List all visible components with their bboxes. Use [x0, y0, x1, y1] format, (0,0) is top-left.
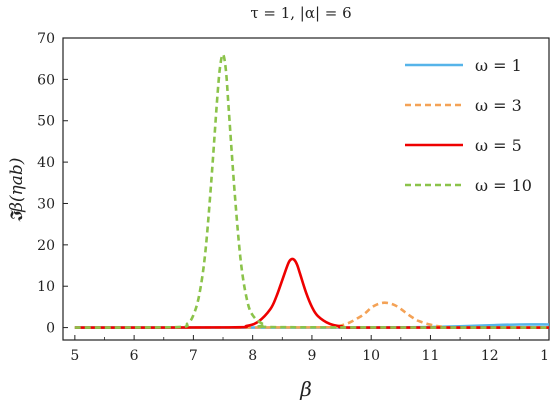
y-tick-label: 10 — [37, 279, 55, 295]
series-line-3 — [74, 257, 549, 329]
x-tick-label: 7 — [189, 348, 198, 364]
x-tick-labels: 5 6 7 8 9 10 11 12 13 — [70, 348, 550, 364]
y-tick-label: 0 — [46, 321, 55, 337]
y-tick-label: 60 — [37, 72, 55, 88]
series-layer — [74, 53, 550, 329]
tick-layer — [63, 37, 550, 340]
plot-frame — [62, 37, 550, 341]
x-tick-label: 13 — [540, 348, 550, 364]
legend-label-3: ω = 5 — [475, 136, 522, 155]
y-axis-label: 𝕴β(ηab) — [7, 158, 27, 223]
chart-title: τ = 1, |α| = 6 — [250, 4, 351, 22]
legend-label-1: ω = 1 — [475, 56, 522, 75]
y-tick-label: 50 — [37, 114, 55, 130]
x-tick-label: 12 — [481, 348, 499, 364]
legend: ω = 1 ω = 3 ω = 5 ω = 10 — [405, 56, 532, 195]
x-axis-label: β — [299, 377, 312, 401]
legend-label-4: ω = 10 — [475, 176, 532, 195]
x-tick-label: 10 — [362, 348, 380, 364]
y-tick-label: 40 — [37, 155, 55, 171]
x-tick-label: 9 — [307, 348, 316, 364]
series-line-4 — [74, 53, 550, 329]
x-tick-label: 6 — [130, 348, 139, 364]
y-tick-label: 20 — [37, 238, 55, 254]
x-tick-label: 5 — [70, 348, 79, 364]
legend-label-2: ω = 3 — [475, 96, 522, 115]
y-tick-label: 70 — [37, 31, 55, 47]
y-tick-labels: 0 10 20 30 40 50 60 70 — [37, 31, 55, 337]
x-tick-label: 8 — [248, 348, 257, 364]
x-tick-label: 11 — [422, 348, 440, 364]
y-tick-label: 30 — [37, 196, 55, 212]
